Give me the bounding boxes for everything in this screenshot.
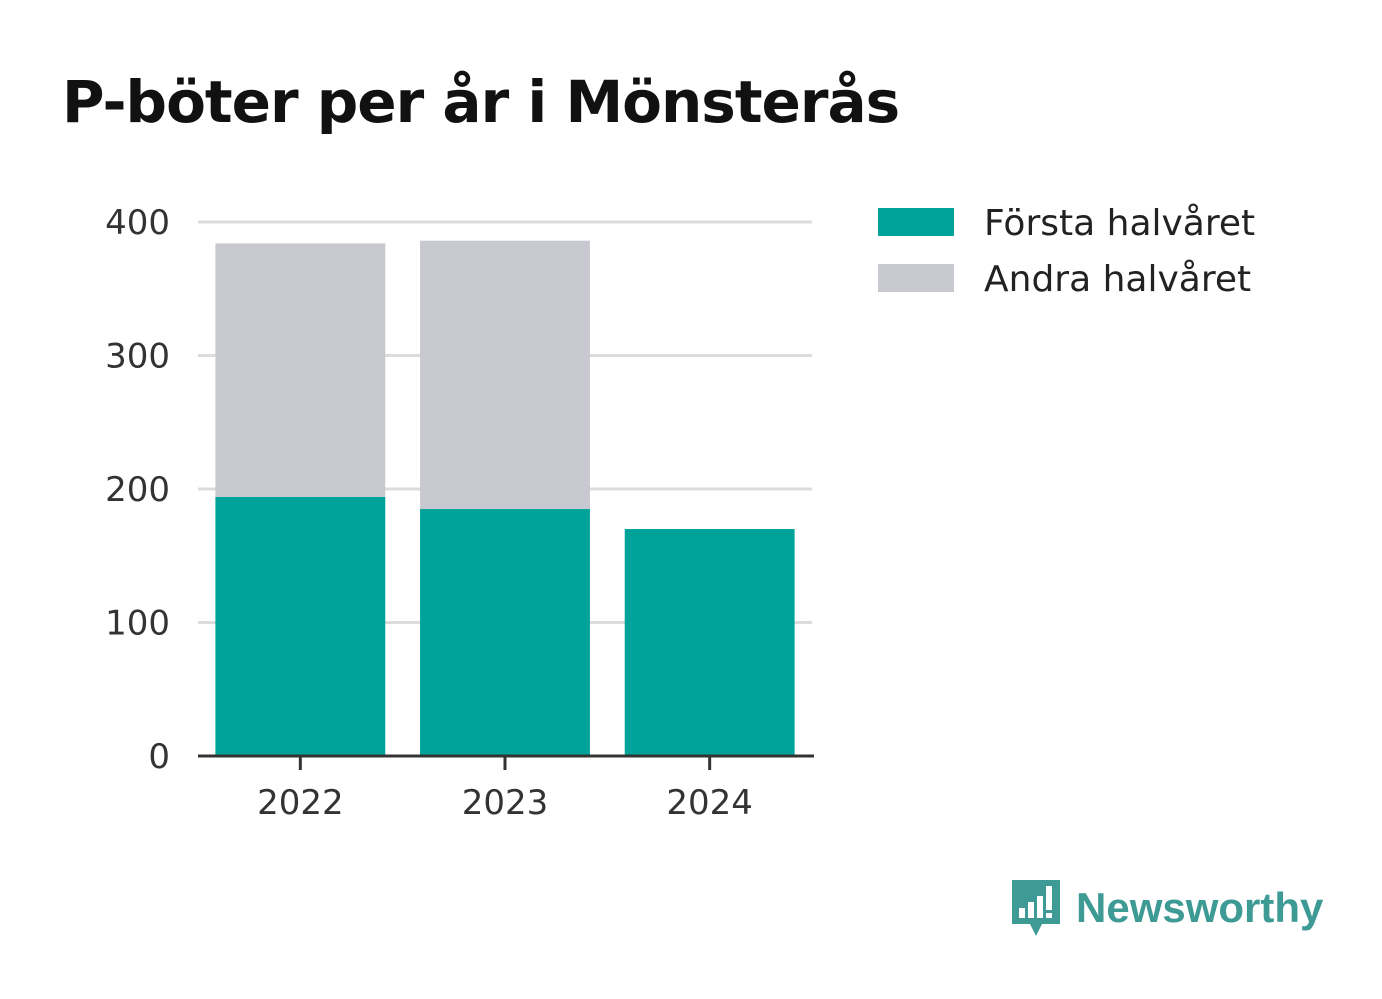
legend-label: Andra halvåret — [984, 259, 1251, 300]
y-tick-label: 200 — [105, 470, 170, 510]
bars — [215, 240, 795, 756]
y-tick-label: 0 — [148, 737, 170, 777]
axes: 0 100 200 300 400 2022 2023 2024 — [105, 203, 814, 823]
legend-swatch — [878, 208, 954, 236]
newsworthy-logo-icon — [1012, 880, 1060, 936]
chart-title: P-böter per år i Mönsterås — [62, 68, 900, 136]
y-tick-label: 100 — [105, 604, 170, 644]
bar-2022-series-2 — [215, 243, 386, 498]
bar-2023-series-1 — [420, 509, 590, 756]
y-tick-label: 300 — [105, 337, 170, 377]
bar-2022-series-1 — [215, 497, 386, 756]
bar-2023-series-2 — [420, 240, 590, 510]
brand-logo: Newsworthy — [1010, 878, 1323, 938]
x-tick-label: 2024 — [666, 783, 753, 823]
legend-swatch — [878, 264, 954, 292]
legend-label: Första halvåret — [984, 203, 1255, 244]
x-tick-label: 2022 — [257, 783, 344, 823]
brand-name: Newsworthy — [1076, 884, 1324, 931]
x-tick-label: 2023 — [462, 783, 549, 823]
y-tick-label: 400 — [105, 203, 170, 243]
legend: Första halvåret Andra halvåret — [878, 203, 1255, 300]
bar-2024-series-1 — [624, 529, 795, 756]
